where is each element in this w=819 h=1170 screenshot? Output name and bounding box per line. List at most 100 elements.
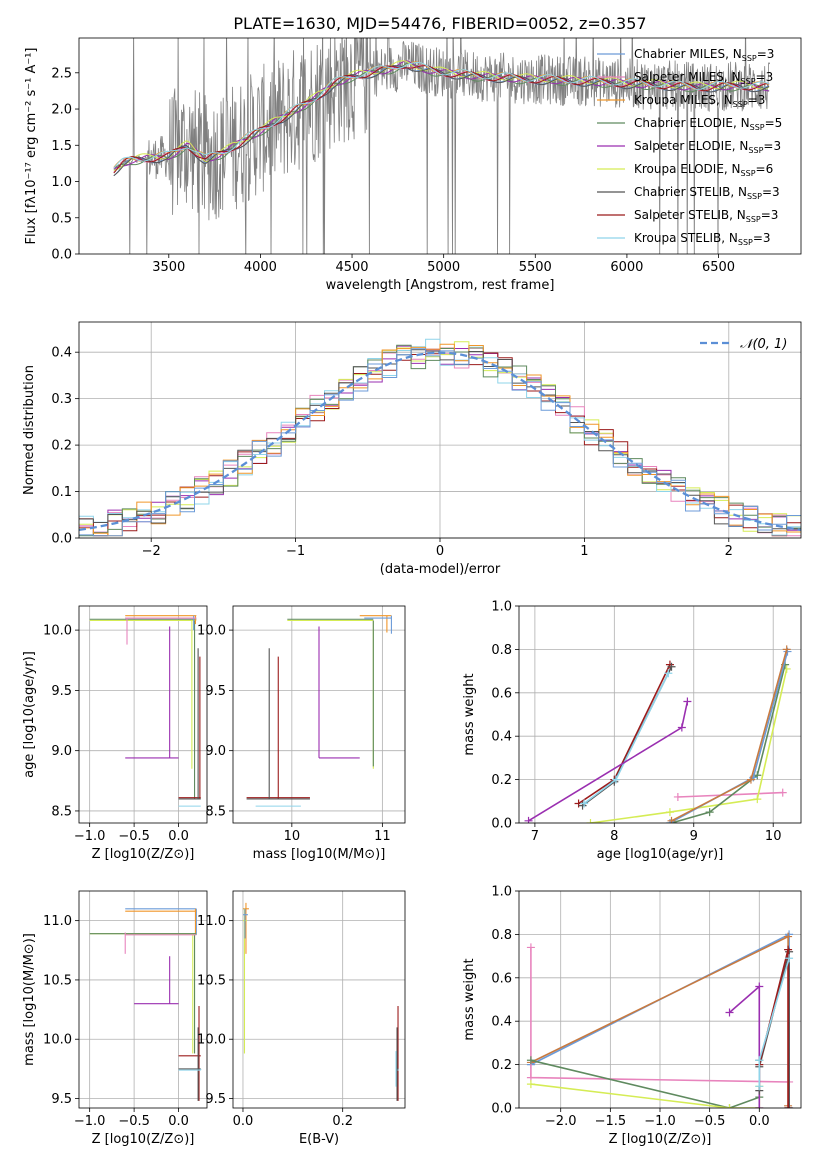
data-point (785, 1104, 794, 1108)
data-point (526, 1080, 535, 1089)
legend-label: Chabrier STELIB, NSSP=3 (634, 185, 780, 201)
axes-frame (78, 37, 802, 255)
x-tick-label: −1.0 (644, 1114, 676, 1129)
data-point (526, 1056, 535, 1065)
y-tick-label: 0.4 (491, 1015, 512, 1030)
data-point (580, 799, 589, 808)
data-point (664, 669, 673, 678)
y-tick-label: 0.3 (51, 392, 72, 407)
x-tick-label: 10 (765, 829, 782, 844)
y-axis-label: mass weight (462, 958, 477, 1040)
y-tick-label: 9.5 (205, 1092, 226, 1107)
y-tick-label: 0.2 (491, 1058, 512, 1073)
y-tick-label: 0.0 (491, 817, 512, 832)
legend: 𝒩(0, 1) (700, 337, 787, 352)
x-axis-label: wavelength [Angstrom, rest frame] (326, 278, 555, 293)
x-tick-label: 0.0 (168, 829, 189, 844)
y-tick-label: 2.0 (51, 103, 72, 118)
residual-histogram (79, 343, 801, 537)
y-tick-label: 10.0 (43, 624, 72, 639)
legend-label: Chabrier MILES, NSSP=3 (634, 47, 774, 63)
data-point (784, 945, 793, 954)
x-axis-label: mass [log10(M/M⊙)] (253, 847, 386, 862)
data-point (755, 1082, 764, 1091)
y-tick-label: 9.5 (51, 684, 72, 699)
y-axis-label: mass [log10(M/M⊙)] (22, 933, 37, 1066)
x-tick-label: 3500 (152, 260, 185, 275)
y-tick-label: 9.0 (51, 744, 72, 759)
mass-weight-line (677, 791, 783, 798)
y-axis-label: age [log10(age/yr)] (22, 651, 37, 778)
x-tick-label: 6500 (702, 260, 735, 275)
mass-weight-line (590, 668, 788, 823)
x-tick-label: 2 (725, 544, 733, 559)
data-point (753, 795, 762, 804)
data-point (665, 808, 674, 817)
y-tick-label: 11.0 (197, 914, 226, 929)
mass-weight-line (528, 701, 689, 822)
x-tick-label: 5500 (519, 260, 552, 275)
y-tick-label: 9.0 (205, 744, 226, 759)
data-point (725, 1008, 734, 1017)
data-point (778, 788, 787, 797)
x-axis-label: Z [log10(Z/Z⊙)] (92, 1132, 195, 1147)
legend-label: Salpeter ELODIE, NSSP=3 (634, 139, 781, 155)
x-axis-label: Z [log10(Z/Z⊙)] (609, 1132, 712, 1147)
data-point (526, 943, 535, 952)
x-tick-label: −0.5 (694, 1114, 726, 1129)
y-tick-label: 0.4 (491, 730, 512, 745)
data-point (611, 775, 620, 784)
y-tick-label: 2.5 (51, 66, 72, 81)
y-tick-label: 10.0 (197, 624, 226, 639)
model-spectrum (113, 61, 770, 169)
legend-label: Kroupa MILES, NSSP=3 (634, 93, 765, 109)
grid (233, 606, 405, 823)
y-tick-label: 11.0 (43, 914, 72, 929)
x-tick-label: 6000 (610, 260, 643, 275)
y-tick-label: 0.8 (491, 643, 512, 658)
data-point (705, 808, 714, 817)
x-tick-label: 10 (284, 829, 301, 844)
legend: Chabrier MILES, NSSP=3 Salpeter MILES, NS… (597, 47, 782, 247)
y-tick-label: 0.5 (51, 211, 72, 226)
axes-frame (518, 605, 802, 824)
axes-frame (78, 605, 208, 824)
y-tick-label: 8.5 (51, 804, 72, 819)
y-tick-label: 0.0 (491, 1102, 512, 1117)
panel-age-vs-mass: 10 11 8.5 9.0 9.5 10.0 mass [log10(M/M⊙)] (197, 605, 406, 862)
x-tick-label: 0.0 (749, 1114, 770, 1129)
y-axis-label: mass weight (462, 673, 477, 755)
axes-frame (78, 890, 208, 1109)
normal-curve (79, 351, 801, 532)
data-point (524, 816, 533, 823)
x-tick-label: 11 (374, 829, 391, 844)
x-tick-label: −1.0 (74, 829, 106, 844)
data-point (782, 645, 791, 654)
data-point (755, 1104, 764, 1108)
model-spectrum (113, 60, 770, 171)
grid (79, 606, 207, 823)
data-point (677, 723, 686, 732)
x-tick-label: 9 (690, 829, 698, 844)
data-point (586, 819, 595, 823)
figure-title: PLATE=1630, MJD=54476, FIBERID=0052, z=0… (233, 14, 646, 33)
legend-label: Kroupa STELIB, NSSP=3 (634, 231, 771, 247)
axes-frame (78, 321, 802, 539)
legend-label: Kroupa ELODIE, NSSP=6 (634, 162, 773, 178)
x-tick-label: 1 (580, 544, 588, 559)
y-tick-label: 0.6 (491, 971, 512, 986)
data-point (667, 662, 676, 671)
y-tick-label: 0.6 (491, 686, 512, 701)
y-tick-label: 1.0 (491, 885, 512, 900)
data-point (746, 775, 755, 784)
x-axis-label: (data-model)/error (380, 562, 501, 577)
panel-spectrum: 3500 4000 4500 5000 5500 6000 6500 0.0 0.5 1.0 1.5… (24, 37, 802, 293)
x-tick-label: −1 (286, 544, 305, 559)
data-point (673, 792, 682, 801)
mass-weight-line (530, 1059, 761, 1108)
grid (233, 891, 405, 1108)
y-tick-label: 10.5 (43, 973, 72, 988)
panel-mass-vs-Z: −1.0 −0.5 0.0 9.5 10.0 10.5 11.0 Z [log10(Z/Z⊙)… (22, 890, 208, 1147)
x-tick-label: −0.5 (118, 829, 150, 844)
